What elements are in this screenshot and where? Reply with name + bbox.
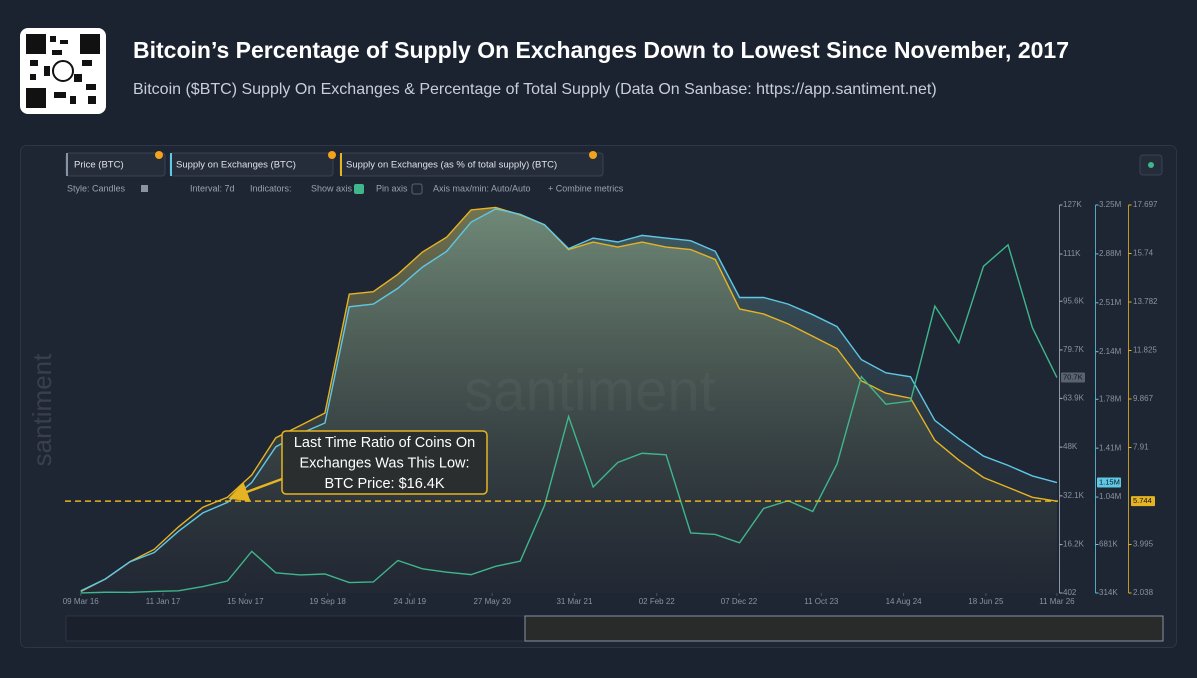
watermark: santiment [27, 353, 57, 466]
series-line [80, 206, 1058, 593]
x-tick-label: 11 Oct 23 [804, 597, 839, 606]
option[interactable]: Style: Candles [67, 183, 126, 193]
y-tick-label: 1.41M [1099, 443, 1122, 452]
title: Bitcoin’s Percentage of Supply On Exchan… [133, 37, 1069, 63]
y-tick-label: 17.697 [1133, 200, 1158, 209]
option[interactable]: Interval: 7d [190, 183, 235, 193]
y-tick-label: 2.14M [1099, 347, 1122, 356]
y-tick-label: 2.88M [1099, 249, 1122, 258]
y-tick-label: 15.74 [1133, 249, 1154, 258]
option[interactable]: Show axis [311, 183, 353, 193]
tabs: Price (BTC) Supply on Exchanges (BTC) Su… [65, 151, 1163, 177]
x-tick-label: 27 May 20 [473, 597, 511, 606]
value-label: 5.744 [1133, 496, 1152, 505]
navigator[interactable] [65, 615, 1164, 642]
y-tick-label: 127K [1063, 200, 1082, 209]
x-tick-label: 14 Aug 24 [886, 597, 923, 606]
annotation-arrow [228, 477, 283, 502]
value-label: 1.15M [1099, 478, 1120, 487]
x-tick-label: 02 Feb 22 [639, 597, 676, 606]
subtitle: Bitcoin ($BTC) Supply On Exchanges & Per… [133, 81, 937, 98]
y-tick-label: 16.2K [1063, 540, 1085, 549]
annotation-text: Exchanges Was This Low: [299, 455, 469, 471]
tab-label: Price (BTC) [74, 160, 124, 171]
value-marker [1131, 496, 1155, 507]
y-tick-label: 79.7K [1063, 345, 1085, 354]
option[interactable]: Pin axis [376, 183, 408, 193]
y-tick-label: 7.91 [1133, 443, 1149, 452]
option[interactable]: Axis max/min: Auto/Auto [433, 183, 531, 193]
qr-code [20, 28, 106, 114]
x-tick-label: 07 Dec 22 [721, 597, 758, 606]
y-tick-label: 48K [1063, 442, 1078, 451]
series-line [80, 243, 1058, 594]
annotation-text: Last Time Ratio of Coins On [294, 435, 475, 451]
option[interactable]: + Combine metrics [548, 183, 624, 193]
navigator-window[interactable] [524, 615, 1164, 642]
y-tick-label: 95.6K [1063, 296, 1085, 305]
x-tick-label: 31 Mar 21 [556, 597, 593, 606]
option[interactable]: Indicators: [250, 183, 292, 193]
value-label: 70.7K [1063, 373, 1083, 382]
annotation-text: BTC Price: $16.4K [324, 476, 444, 492]
y-tick-label: 9.867 [1133, 394, 1154, 403]
options: Style: Candles Interval: 7d Indicators: … [67, 183, 624, 195]
y-tick-label: 681K [1099, 540, 1118, 549]
y-tick-label: 111K [1063, 249, 1081, 258]
y-tick-label: 13.782 [1133, 297, 1158, 306]
y-tick-label: 2.51M [1099, 298, 1122, 307]
x-tick-label: 19 Sep 18 [309, 597, 346, 606]
y-tick-label: 1.04M [1099, 492, 1122, 501]
area [80, 208, 1057, 593]
y-tick-label: 1.78M [1099, 394, 1122, 403]
x-tick-label: 24 Jul 19 [394, 597, 427, 606]
y-tick-label: 63.9K [1063, 393, 1085, 402]
x-tick-label: 15 Nov 17 [227, 597, 264, 606]
tab-label: Supply on Exchanges (BTC) [176, 160, 296, 171]
y-tick-label: 11.825 [1133, 346, 1157, 355]
y-tick-label: 402 [1063, 588, 1077, 597]
x-tick-label: 18 Jun 25 [968, 597, 1004, 606]
y-tick-label: 32.1K [1063, 491, 1085, 500]
y-tick-label: 3.25M [1099, 200, 1122, 209]
value-marker [1061, 372, 1085, 383]
y-tick-label: 314K [1099, 588, 1118, 597]
y-tick-label: 3.995 [1133, 540, 1154, 549]
tab-label: Supply on Exchanges (as % of total suppl… [346, 160, 557, 171]
x-tick-label: 11 Mar 26 [1039, 597, 1075, 606]
annotation-box [281, 430, 488, 495]
x-tick-label: 11 Jan 17 [146, 597, 181, 606]
plot: 402 16.2K 32.1K 48K 63.9K 79.7K 95.6K 111K 127K 3… [63, 200, 1158, 606]
x-tick-label: 09 Mar 16 [63, 597, 100, 606]
y-tick-label: 2.038 [1133, 588, 1154, 597]
value-marker [1097, 477, 1121, 488]
